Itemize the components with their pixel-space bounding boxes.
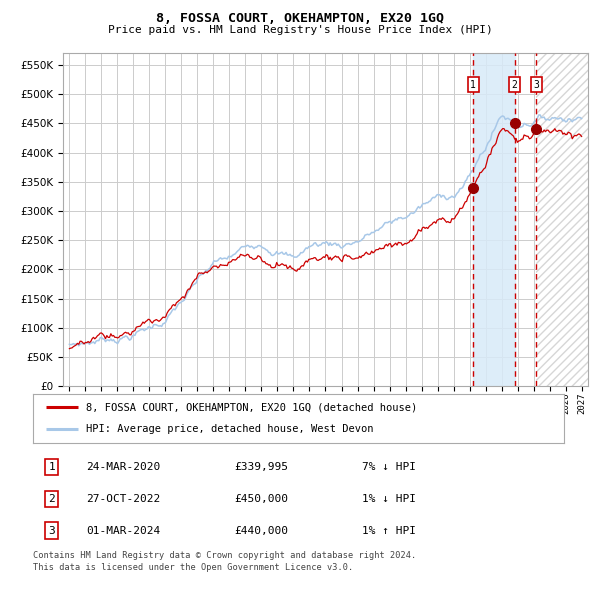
Text: Price paid vs. HM Land Registry's House Price Index (HPI): Price paid vs. HM Land Registry's House … xyxy=(107,25,493,35)
Text: 3: 3 xyxy=(533,80,539,90)
Text: HPI: Average price, detached house, West Devon: HPI: Average price, detached house, West… xyxy=(86,424,374,434)
Text: 1: 1 xyxy=(48,462,55,472)
Text: 2: 2 xyxy=(512,80,518,90)
Text: This data is licensed under the Open Government Licence v3.0.: This data is licensed under the Open Gov… xyxy=(33,563,353,572)
Text: £440,000: £440,000 xyxy=(235,526,289,536)
Text: Contains HM Land Registry data © Crown copyright and database right 2024.: Contains HM Land Registry data © Crown c… xyxy=(33,551,416,560)
Text: 7% ↓ HPI: 7% ↓ HPI xyxy=(362,462,416,472)
Text: 24-MAR-2020: 24-MAR-2020 xyxy=(86,462,160,472)
Text: 8, FOSSA COURT, OKEHAMPTON, EX20 1GQ: 8, FOSSA COURT, OKEHAMPTON, EX20 1GQ xyxy=(156,12,444,25)
Text: £450,000: £450,000 xyxy=(235,494,289,504)
Text: 27-OCT-2022: 27-OCT-2022 xyxy=(86,494,160,504)
Text: 2: 2 xyxy=(48,494,55,504)
Bar xyxy=(536,53,595,386)
Text: £339,995: £339,995 xyxy=(235,462,289,472)
Text: 8, FOSSA COURT, OKEHAMPTON, EX20 1GQ (detached house): 8, FOSSA COURT, OKEHAMPTON, EX20 1GQ (de… xyxy=(86,402,418,412)
Bar xyxy=(473,53,515,386)
Bar xyxy=(536,53,595,386)
Text: 1% ↓ HPI: 1% ↓ HPI xyxy=(362,494,416,504)
Text: 01-MAR-2024: 01-MAR-2024 xyxy=(86,526,160,536)
Text: 1% ↑ HPI: 1% ↑ HPI xyxy=(362,526,416,536)
Text: 1: 1 xyxy=(470,80,476,90)
Text: 3: 3 xyxy=(48,526,55,536)
